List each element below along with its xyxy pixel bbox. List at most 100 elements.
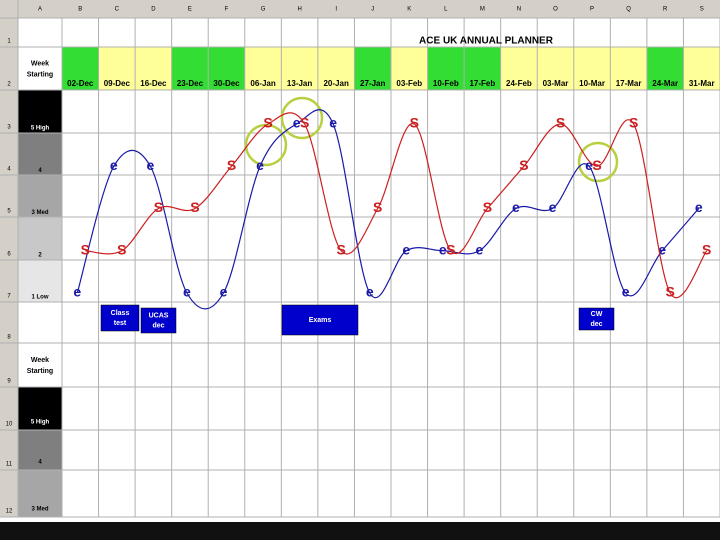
event-label: CW dec bbox=[590, 311, 602, 328]
date-label: 23-Dec bbox=[177, 79, 204, 88]
point-marker: e bbox=[73, 284, 81, 300]
level-cell bbox=[18, 470, 62, 517]
row-number: 4 bbox=[7, 167, 11, 173]
level-cell bbox=[18, 430, 62, 470]
event-label: UCAS dec bbox=[149, 312, 169, 329]
column-letter: B bbox=[78, 7, 82, 13]
level-label: 3 Med bbox=[31, 507, 48, 513]
week-label: Week Starting bbox=[27, 357, 53, 375]
point-marker: S bbox=[592, 157, 601, 173]
point-marker: e bbox=[622, 284, 630, 300]
point-marker: e bbox=[658, 241, 666, 257]
event-label: Exams bbox=[309, 317, 332, 324]
date-label: 27-Jan bbox=[360, 79, 385, 88]
series-line bbox=[76, 109, 700, 310]
week-label: Week Starting bbox=[27, 60, 53, 78]
point-marker: e bbox=[329, 115, 337, 131]
point-marker: S bbox=[263, 115, 272, 131]
column-letter: A bbox=[38, 7, 42, 13]
point-marker: e bbox=[439, 241, 447, 257]
grid bbox=[0, 0, 720, 518]
highlight-circle bbox=[280, 96, 324, 140]
point-marker: S bbox=[117, 241, 126, 257]
row-number: 2 bbox=[7, 82, 11, 88]
row-number: 10 bbox=[6, 422, 13, 428]
point-marker: S bbox=[446, 241, 455, 257]
point-marker: e bbox=[256, 157, 264, 173]
date-label: 16-Dec bbox=[140, 79, 167, 88]
column-letter: P bbox=[590, 7, 594, 13]
column-letter: L bbox=[444, 7, 448, 13]
bottom-bar bbox=[0, 522, 720, 540]
date-label: 31-Mar bbox=[689, 79, 715, 88]
point-marker: S bbox=[227, 157, 236, 173]
row-number: 7 bbox=[7, 294, 11, 300]
row-number: 6 bbox=[7, 252, 11, 258]
row-number: 9 bbox=[7, 379, 11, 385]
date-label: 10-Mar bbox=[579, 79, 605, 88]
row-number: 3 bbox=[7, 125, 11, 131]
event-box bbox=[100, 304, 140, 332]
column-letter: J bbox=[371, 7, 374, 13]
point-marker: e bbox=[402, 241, 410, 257]
event-box bbox=[281, 304, 359, 336]
row-number: 1 bbox=[7, 39, 11, 45]
point-marker: e bbox=[366, 284, 374, 300]
level-label: 5 High bbox=[31, 420, 50, 426]
level-label: 5 High bbox=[31, 126, 50, 132]
level-label: 4 bbox=[38, 168, 42, 174]
date-cell bbox=[427, 47, 465, 90]
point-marker: S bbox=[483, 199, 492, 215]
date-cell bbox=[208, 47, 245, 90]
event-label: Class test bbox=[111, 310, 130, 327]
column-letter: I bbox=[335, 7, 337, 13]
point-marker: e bbox=[475, 241, 483, 257]
date-cell bbox=[317, 47, 355, 90]
event-box bbox=[140, 307, 177, 334]
date-cell bbox=[610, 47, 647, 90]
point-marker: S bbox=[81, 241, 90, 257]
date-label: 03-Mar bbox=[543, 79, 569, 88]
date-cell bbox=[500, 47, 538, 90]
point-marker: e bbox=[512, 199, 520, 215]
level-label: 2 bbox=[38, 252, 42, 258]
column-letter: C bbox=[115, 7, 120, 13]
point-marker: e bbox=[293, 115, 301, 131]
column-letter: F bbox=[225, 7, 229, 13]
row-number: 8 bbox=[7, 335, 11, 341]
column-letter: E bbox=[188, 7, 192, 13]
point-marker: S bbox=[702, 241, 711, 257]
point-marker: S bbox=[373, 199, 382, 215]
series-line bbox=[85, 112, 708, 298]
point-marker: S bbox=[190, 199, 199, 215]
level-cell bbox=[18, 217, 62, 260]
date-label: 10-Feb bbox=[433, 79, 459, 88]
level-cell bbox=[18, 260, 62, 302]
date-cell bbox=[62, 47, 99, 90]
date-label: 17-Mar bbox=[616, 79, 642, 88]
highlight-circle bbox=[577, 141, 619, 183]
date-cell bbox=[537, 47, 574, 90]
point-marker: S bbox=[519, 157, 528, 173]
level-cell bbox=[18, 133, 62, 175]
level-label: 3 Med bbox=[31, 210, 48, 216]
date-cell bbox=[391, 47, 428, 90]
column-letter: S bbox=[700, 7, 704, 13]
point-marker: e bbox=[146, 157, 154, 173]
event-box bbox=[578, 307, 615, 331]
date-cell bbox=[281, 47, 318, 90]
column-letter: D bbox=[151, 7, 156, 13]
date-cell bbox=[683, 47, 720, 90]
level-label: 1 Low bbox=[31, 295, 48, 301]
point-marker: e bbox=[695, 199, 703, 215]
date-cell bbox=[464, 47, 501, 90]
date-label: 06-Jan bbox=[250, 79, 275, 88]
date-label: 30-Dec bbox=[213, 79, 240, 88]
row-header-bg bbox=[0, 18, 18, 517]
point-marker: S bbox=[410, 115, 419, 131]
point-marker: S bbox=[300, 115, 309, 131]
point-marker: S bbox=[629, 115, 638, 131]
date-label: 24-Mar bbox=[652, 79, 678, 88]
level-cell bbox=[18, 90, 62, 133]
